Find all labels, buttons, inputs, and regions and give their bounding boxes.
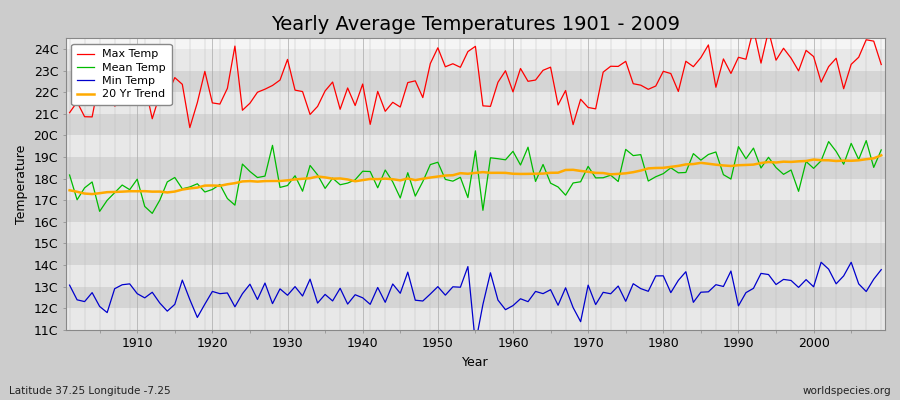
Mean Temp [508, 149, 518, 154]
Bar [66, 71, 885, 92]
Min Temp [815, 260, 826, 265]
Min Temp [335, 286, 346, 291]
20 Yr Trend [342, 177, 353, 182]
Bar [66, 157, 885, 179]
Bar [66, 222, 885, 244]
Mean Temp [860, 138, 871, 143]
Min Temp [515, 296, 526, 301]
Max Temp [342, 86, 353, 90]
Mean Temp [64, 173, 75, 178]
20 Yr Trend [606, 172, 616, 177]
Min Temp [606, 291, 616, 296]
20 Yr Trend [86, 192, 97, 196]
Bar [66, 287, 885, 308]
Mean Temp [606, 173, 616, 178]
20 Yr Trend [876, 153, 886, 158]
Min Temp [124, 282, 135, 286]
Min Temp [508, 303, 518, 308]
20 Yr Trend [64, 188, 75, 193]
20 Yr Trend [515, 172, 526, 176]
Bar [66, 265, 885, 287]
Line: Max Temp: Max Temp [69, 29, 881, 128]
Y-axis label: Temperature: Temperature [15, 144, 28, 224]
Bar [66, 179, 885, 200]
Mean Temp [342, 181, 353, 186]
Min Temp [876, 267, 886, 272]
Mean Temp [124, 187, 135, 192]
Max Temp [748, 26, 759, 31]
Max Temp [184, 125, 195, 130]
Min Temp [470, 342, 481, 346]
Bar [66, 308, 885, 330]
Max Temp [876, 62, 886, 67]
Max Temp [297, 89, 308, 94]
Min Temp [290, 284, 301, 289]
Line: Mean Temp: Mean Temp [69, 141, 881, 213]
Bar [66, 136, 885, 157]
20 Yr Trend [131, 189, 142, 194]
Bar [66, 244, 885, 265]
Mean Temp [515, 163, 526, 168]
Max Temp [515, 66, 526, 71]
Mean Temp [876, 148, 886, 152]
Max Temp [508, 90, 518, 94]
Bar [66, 92, 885, 114]
Mean Temp [147, 211, 158, 216]
Text: worldspecies.org: worldspecies.org [803, 386, 891, 396]
Legend: Max Temp, Mean Temp, Min Temp, 20 Yr Trend: Max Temp, Mean Temp, Min Temp, 20 Yr Tre… [71, 44, 172, 105]
Line: Min Temp: Min Temp [69, 262, 881, 344]
20 Yr Trend [297, 176, 308, 181]
Max Temp [124, 86, 135, 91]
X-axis label: Year: Year [462, 356, 489, 369]
Mean Temp [297, 189, 308, 194]
Title: Yearly Average Temperatures 1901 - 2009: Yearly Average Temperatures 1901 - 2009 [271, 15, 680, 34]
Bar [66, 200, 885, 222]
Line: 20 Yr Trend: 20 Yr Trend [69, 155, 881, 194]
Text: Latitude 37.25 Longitude -7.25: Latitude 37.25 Longitude -7.25 [9, 386, 171, 396]
20 Yr Trend [508, 171, 518, 176]
Bar [66, 114, 885, 136]
Bar [66, 49, 885, 71]
Max Temp [606, 64, 616, 69]
Min Temp [64, 283, 75, 288]
Max Temp [64, 110, 75, 115]
